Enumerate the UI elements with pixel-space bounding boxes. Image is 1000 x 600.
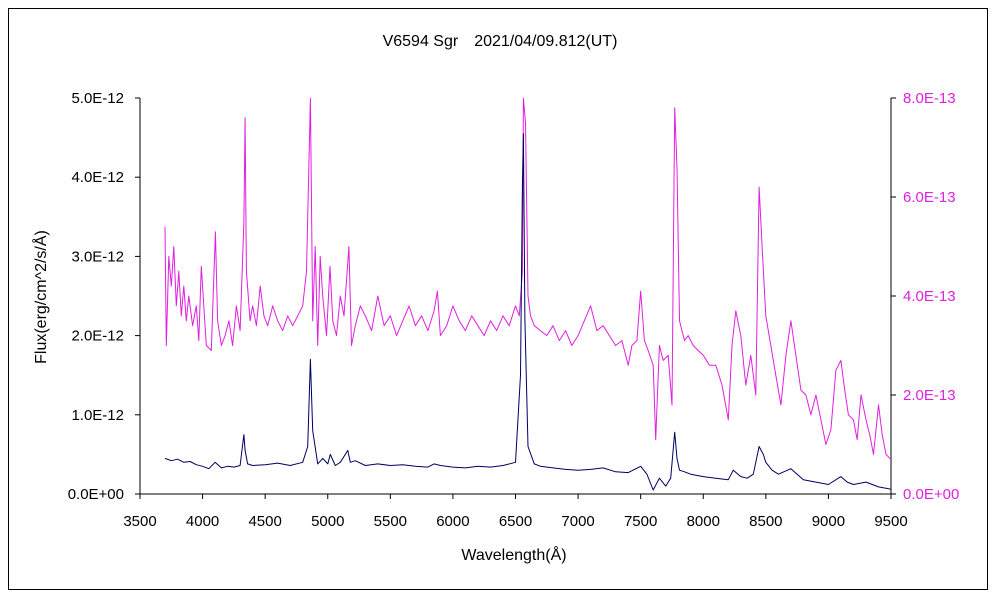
x-tick-label: 9500 — [874, 513, 907, 530]
x-tick-label: 8500 — [749, 513, 782, 530]
x-tick-label: 4000 — [186, 513, 219, 530]
y-tick-label: 5.0E-12 — [71, 90, 124, 107]
series-line-right-axis — [164, 98, 891, 460]
series-line-left-axis — [164, 133, 891, 491]
y2-tick-label: 6.0E-13 — [903, 189, 956, 206]
x-axis-label: Wavelength(Å) — [461, 545, 566, 564]
x-tick-label: 8000 — [687, 513, 720, 530]
y2-tick-label: 0.0E+00 — [903, 486, 959, 503]
chart-frame — [8, 8, 988, 590]
x-tick-label: 6500 — [499, 513, 532, 530]
x-tick-label: 5500 — [374, 513, 407, 530]
y2-tick-label: 4.0E-13 — [903, 288, 956, 305]
y-tick-label: 3.0E-12 — [71, 248, 124, 265]
x-tick-label: 4500 — [248, 513, 281, 530]
axes — [139, 98, 892, 495]
y2-tick-label: 8.0E-13 — [903, 90, 956, 107]
x-tick-label: 9000 — [812, 513, 845, 530]
y-tick-label: 1.0E-12 — [71, 407, 124, 424]
series-layer — [164, 98, 891, 491]
ticks: 3500 4000 4500 5000 5500 6000 6500 7000 7500 8000… — [68, 90, 960, 530]
y-tick-label: 2.0E-12 — [71, 328, 124, 345]
y-tick-label: 0.0E+00 — [68, 486, 124, 503]
x-tick-label: 7000 — [561, 513, 594, 530]
y2-tick-label: 2.0E-13 — [903, 387, 956, 404]
y-tick-label: 4.0E-12 — [71, 169, 124, 186]
y-axis-label: Flux(erg/cm^2/s/Å) — [31, 230, 50, 364]
x-tick-label: 7500 — [624, 513, 657, 530]
chart-title: V6594 Sgr 2021/04/09.812(UT) — [383, 33, 618, 50]
x-tick-label: 6000 — [436, 513, 469, 530]
x-tick-label: 5000 — [311, 513, 344, 530]
x-tick-label: 3500 — [123, 513, 156, 530]
